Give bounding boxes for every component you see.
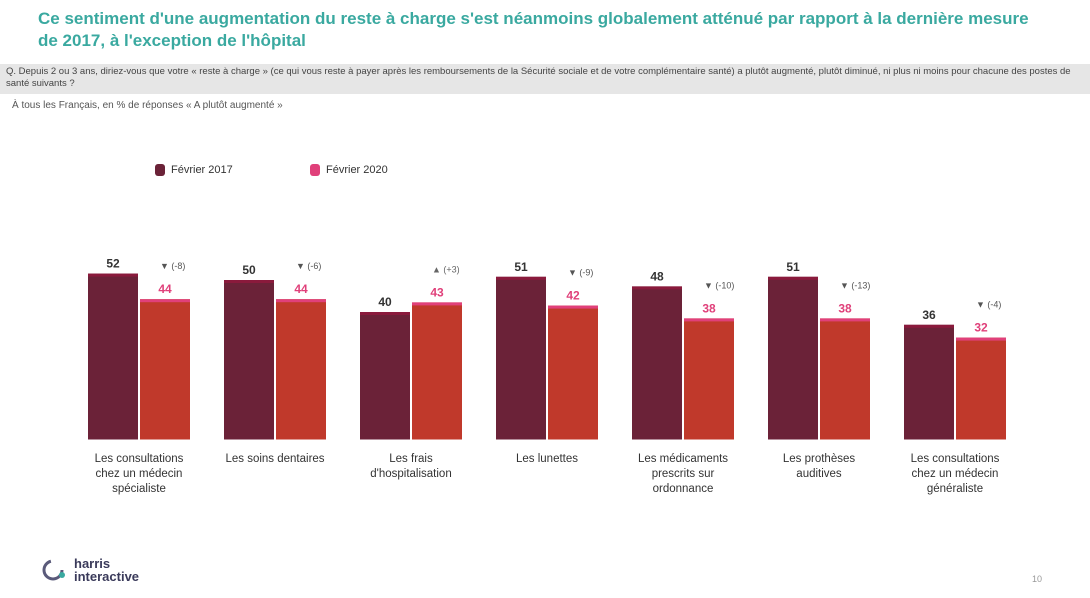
bar-2020-5 [820, 318, 870, 440]
bar-2020-3 [548, 305, 598, 440]
category-label-1: Les soins dentaires [216, 452, 334, 467]
base-note: À tous les Français, en % de réponses « … [12, 100, 283, 111]
bar-2020-4 [684, 318, 734, 440]
category-label-4-line-1: prescrits sur [651, 468, 715, 480]
bar-edge-2020-2 [412, 302, 462, 306]
page-title: Ce sentiment d'une augmentation du reste… [38, 9, 1029, 50]
bar-edge-2017-3 [496, 276, 546, 280]
value-label-2017-0: 52 [106, 257, 120, 271]
change-indicator-5: ▼ (-13) [840, 280, 870, 290]
category-label-5: Les prothèses auditives [760, 452, 878, 482]
bar-2017-2 [360, 312, 410, 440]
value-label-2017-4: 48 [650, 269, 664, 283]
change-indicator-3: ▼ (-9) [568, 268, 593, 278]
bar-2017-3 [496, 276, 546, 440]
category-label-2-line-1: d'hospitalisation [370, 468, 452, 480]
value-label-2017-3: 51 [514, 260, 528, 274]
category-label-0-line-1: chez un médecin [95, 468, 183, 480]
question-text: Q. Depuis 2 ou 3 ans, diriez-vous que vo… [0, 64, 1090, 94]
bar-edge-2020-1 [276, 299, 326, 303]
bar-edge-2017-1 [224, 280, 274, 283]
legend-swatch-2020 [310, 164, 320, 177]
bar-2020-0 [140, 299, 190, 440]
page-number: 10 [1031, 574, 1042, 584]
bar-2017-4 [632, 286, 682, 440]
bar-2017-1 [224, 280, 274, 440]
change-indicator-6: ▼ (-4) [976, 300, 1001, 310]
category-label-1-line-0: Les soins dentaires [225, 453, 325, 465]
value-label-2020-1: 44 [294, 282, 308, 296]
category-label-0-line-2: spécialiste [112, 483, 166, 495]
value-label-2020-2: 43 [430, 285, 444, 299]
value-label-2020-0: 44 [158, 282, 172, 296]
value-label-2020-3: 42 [566, 289, 580, 303]
legend-item-2020: Février 2020 [310, 164, 388, 177]
category-label-0: Les consultations chez un médecin spéciali… [80, 452, 198, 497]
legend-swatch-2017 [155, 164, 165, 177]
logo-line2: interactive [74, 569, 140, 584]
bar-edge-2017-2 [360, 312, 410, 315]
value-label-2020-5: 38 [838, 301, 852, 315]
bar-edge-2020-4 [684, 318, 734, 322]
category-label-5-line-1: auditives [796, 468, 842, 480]
bar-2020-2 [412, 302, 462, 440]
value-label-2017-2: 40 [378, 295, 392, 309]
change-indicator-1: ▼ (-6) [296, 261, 321, 271]
change-indicator-4: ▼ (-10) [704, 280, 734, 290]
change-indicator-0: ▼ (-8) [160, 261, 185, 271]
bar-edge-2017-4 [632, 286, 682, 290]
harris-interactive-logo: harris interactive [40, 557, 139, 588]
value-label-2020-6: 32 [974, 321, 988, 335]
value-label-2017-6: 36 [922, 308, 936, 322]
bar-2017-0 [88, 273, 138, 440]
bar-edge-2020-5 [820, 318, 870, 322]
category-label-3: Les lunettes [488, 452, 606, 467]
category-label-4-line-2: ordonnance [652, 483, 714, 495]
value-label-2017-1: 50 [242, 263, 256, 277]
change-indicator-2: ▲ (+3) [432, 264, 460, 274]
category-label-6-line-2: généraliste [926, 483, 984, 495]
category-label-6-line-1: chez un médecin [911, 468, 999, 480]
logo-line1: harris [74, 556, 111, 571]
bar-2017-6 [904, 324, 954, 440]
bar-2020-1 [276, 299, 326, 440]
bar-edge-2017-5 [768, 276, 818, 280]
bar-2020-6 [956, 337, 1006, 440]
logo-text: harris interactive [74, 557, 139, 583]
category-label-4: Les médicaments prescrits sur ordonnance [624, 452, 742, 497]
legend-item-2017: Février 2017 [155, 164, 233, 177]
bar-edge-2017-6 [904, 324, 954, 328]
category-label-2-line-0: Les frais [389, 453, 433, 465]
value-label-2017-5: 51 [786, 260, 800, 274]
value-label-2020-4: 38 [702, 301, 716, 315]
category-label-3-line-0: Les lunettes [515, 453, 578, 465]
bar-edge-2020-6 [956, 337, 1006, 341]
legend-label-2020: Février 2020 [326, 164, 388, 176]
logo-icon [42, 559, 65, 581]
bar-2017-5 [768, 276, 818, 440]
category-label-6: Les consultations chez un médecin générali… [896, 452, 1014, 497]
bar-edge-2020-0 [140, 299, 190, 303]
category-label-4-line-0: Les médicaments [637, 453, 729, 465]
category-label-0-line-0: Les consultations [94, 453, 184, 465]
bar-edge-2020-3 [548, 305, 598, 309]
category-label-6-line-0: Les consultations [910, 453, 1000, 465]
category-label-2: Les frais d'hospitalisation [352, 452, 470, 482]
legend-label-2017: Février 2017 [171, 164, 233, 176]
bar-edge-2017-0 [88, 273, 138, 277]
category-label-5-line-0: Les prothèses [782, 453, 856, 465]
